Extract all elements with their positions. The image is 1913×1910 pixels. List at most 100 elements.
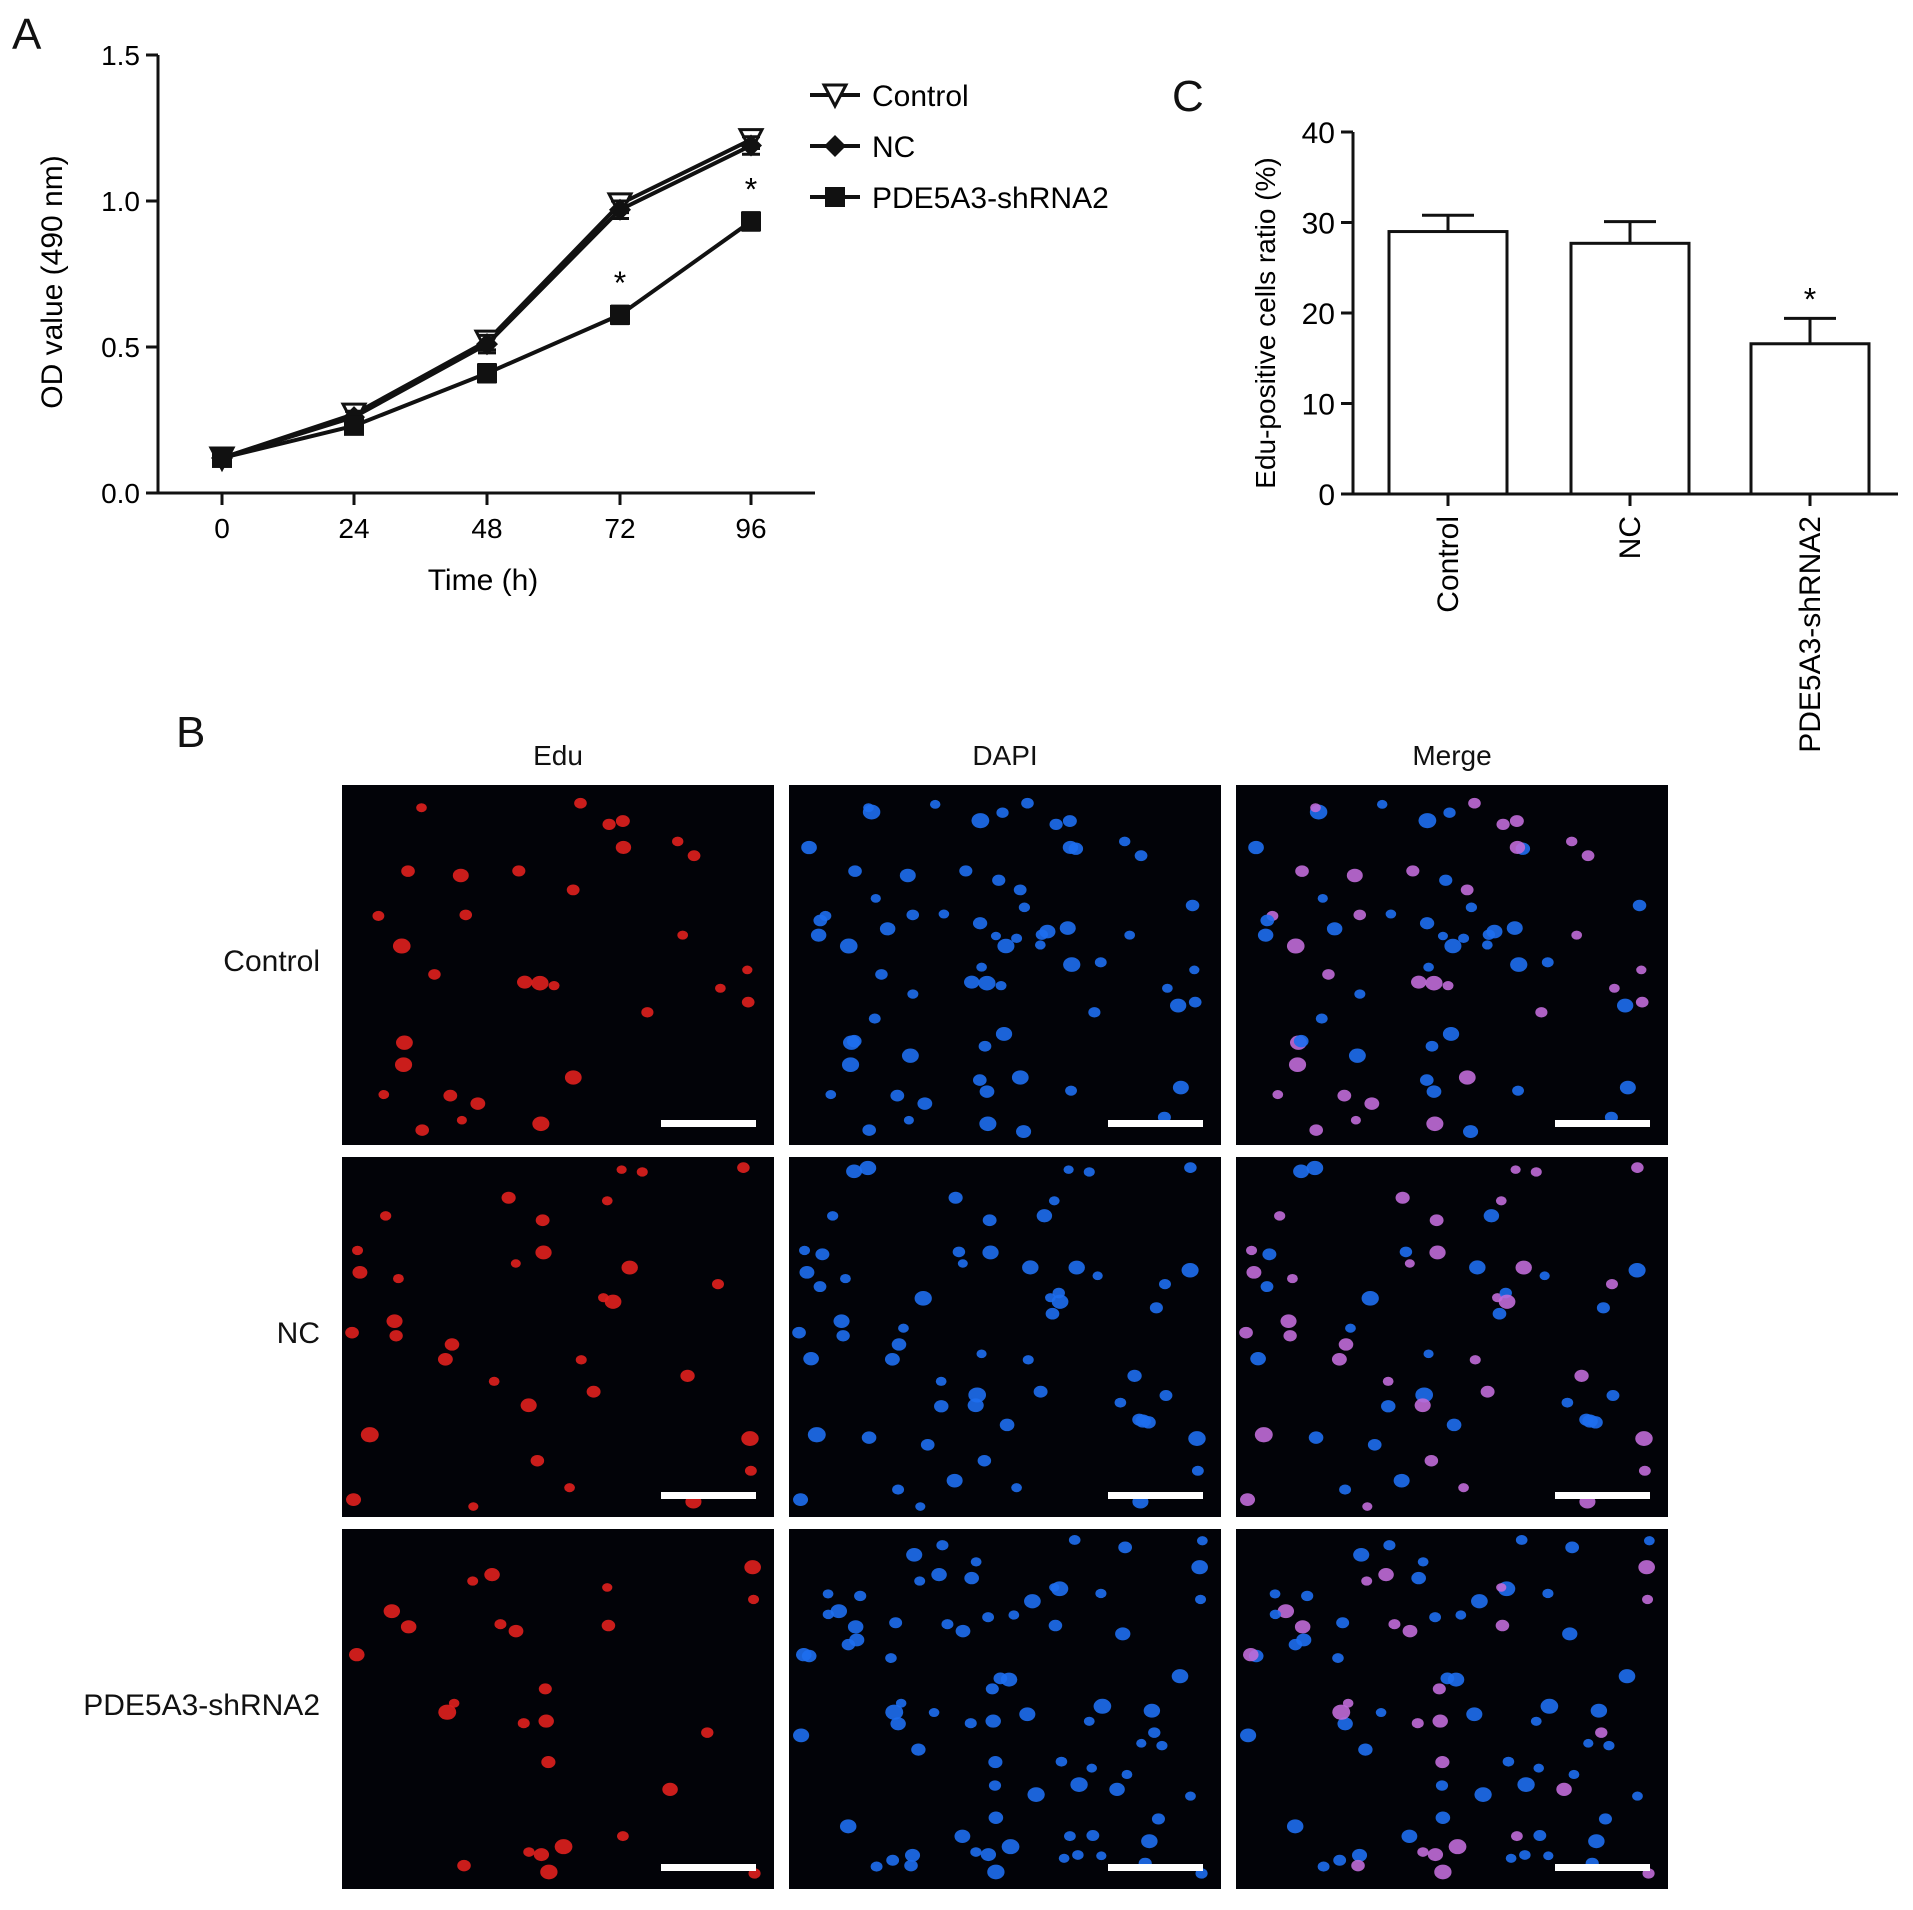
cell-nucleus	[1361, 1291, 1379, 1306]
cell-nucleus	[979, 1116, 997, 1132]
cell-nucleus	[392, 938, 411, 954]
cell-nucleus	[1260, 914, 1275, 927]
cell-nucleus	[1185, 1791, 1196, 1801]
cell-nucleus	[970, 1847, 982, 1857]
cell-nucleus	[890, 1717, 906, 1731]
cell-nucleus	[839, 938, 858, 954]
cell-nucleus	[1568, 1769, 1580, 1780]
cell-nucleus	[1342, 1698, 1354, 1708]
cell-nucleus	[1486, 924, 1503, 939]
cell-nucleus	[885, 1653, 897, 1663]
cell-nucleus	[616, 1165, 627, 1174]
cell-nucleus	[601, 1619, 616, 1632]
cell-nucleus	[554, 1839, 573, 1855]
cell-nucleus	[1141, 1834, 1158, 1849]
cell-nucleus	[345, 1326, 359, 1339]
cell-nucleus	[1638, 1465, 1651, 1476]
y-tick-label: 1.0	[101, 186, 140, 217]
cell-nucleus	[931, 1568, 947, 1582]
cell-nucleus	[1432, 1714, 1448, 1728]
cell-nucleus	[1404, 1259, 1415, 1268]
cell-nucleus	[1618, 1669, 1636, 1684]
cell-nucleus	[999, 1418, 1015, 1432]
cell-nucleus	[1114, 1397, 1127, 1408]
cell-nucleus	[839, 1819, 857, 1834]
cell-nucleus	[971, 813, 990, 829]
cell-nucleus	[1243, 1648, 1259, 1662]
cell-nucleus	[1115, 1627, 1131, 1641]
y-tick-label: 0.0	[101, 478, 140, 509]
cell-nucleus	[1458, 1483, 1469, 1493]
cell-nucleus	[1565, 1541, 1580, 1554]
cell-nucleus	[715, 983, 726, 993]
significance-marker: *	[614, 265, 626, 301]
cell-nucleus	[813, 914, 828, 927]
cell-nucleus	[1092, 1271, 1103, 1281]
cell-nucleus	[1353, 1547, 1370, 1562]
cell-nucleus	[1358, 1743, 1373, 1756]
cell-nucleus	[976, 1349, 987, 1359]
cell-nucleus	[849, 1633, 865, 1647]
cell-nucleus	[929, 799, 941, 809]
cell-nucleus	[993, 1672, 1008, 1685]
cell-nucleus	[1401, 1829, 1418, 1844]
cell-nucleus	[1460, 884, 1474, 896]
cell-nucleus	[955, 1624, 971, 1638]
cell-nucleus	[1118, 1541, 1133, 1554]
cell-nucleus	[988, 1811, 1004, 1824]
micrograph-edu	[342, 1529, 774, 1889]
cell-nucleus	[1382, 1376, 1394, 1386]
cell-nucleus	[1337, 1717, 1353, 1731]
cell-nucleus	[564, 1070, 582, 1085]
x-tick-label: 96	[735, 513, 766, 544]
cell-nucleus	[380, 1211, 392, 1221]
cell-nucleus	[1062, 840, 1079, 854]
cell-nucleus	[523, 1847, 535, 1857]
cell-nucleus	[799, 1265, 815, 1279]
panel-letter-c: C	[1172, 72, 1204, 121]
cell-nucleus	[1188, 1431, 1206, 1446]
cell-nucleus	[508, 1624, 524, 1638]
cell-nucleus	[793, 1493, 809, 1507]
cell-nucleus	[1375, 1708, 1387, 1718]
cell-nucleus	[1094, 957, 1107, 968]
cell-nucleus	[1619, 1080, 1636, 1095]
x-tick-label: 24	[338, 513, 369, 544]
cell-nucleus	[1068, 1535, 1081, 1545]
cell-nucleus	[976, 962, 987, 972]
cell-nucleus	[1136, 1738, 1147, 1748]
cell-nucleus	[1286, 1819, 1304, 1834]
cell-nucleus	[840, 1273, 851, 1284]
cell-nucleus	[737, 1162, 750, 1173]
cell-nucleus	[988, 1780, 1002, 1791]
cell-nucleus	[964, 1718, 977, 1729]
cell-nucleus	[396, 1035, 413, 1050]
cell-nucleus	[1632, 899, 1647, 912]
cell-nucleus	[1469, 1355, 1481, 1365]
cell-nucleus	[1598, 1813, 1612, 1825]
bar-chart-c: 0 10 20 30 40 Control NC PDE5A3-shRNA2 * Edu-po…	[1250, 117, 1898, 753]
cell-nucleus	[978, 975, 996, 991]
cell-nucleus	[540, 1864, 558, 1880]
cell-nucleus	[1332, 1704, 1351, 1720]
cell-nucleus	[1638, 1560, 1655, 1575]
cell-nucleus	[863, 803, 874, 813]
column-header-merge: Merge	[1412, 740, 1492, 771]
cell-nucleus	[1361, 1576, 1373, 1586]
cell-nucleus	[1336, 1617, 1350, 1629]
cell-nucleus	[920, 1438, 935, 1451]
cell-nucleus	[915, 1502, 926, 1511]
series-line	[221, 143, 752, 460]
cell-nucleus	[389, 1330, 403, 1342]
cell-nucleus	[1425, 975, 1443, 991]
cell-nucleus	[1566, 836, 1578, 847]
cell-nucleus	[1185, 899, 1200, 912]
cell-nucleus	[1127, 1369, 1142, 1382]
cell-nucleus	[574, 797, 587, 809]
cell-nucleus	[1463, 1125, 1479, 1138]
y-tick-label: 0.5	[101, 332, 140, 363]
bar	[1569, 241, 1691, 496]
cell-nucleus	[979, 1085, 995, 1098]
cell-nucleus	[742, 965, 753, 975]
cell-nucleus	[428, 969, 441, 980]
